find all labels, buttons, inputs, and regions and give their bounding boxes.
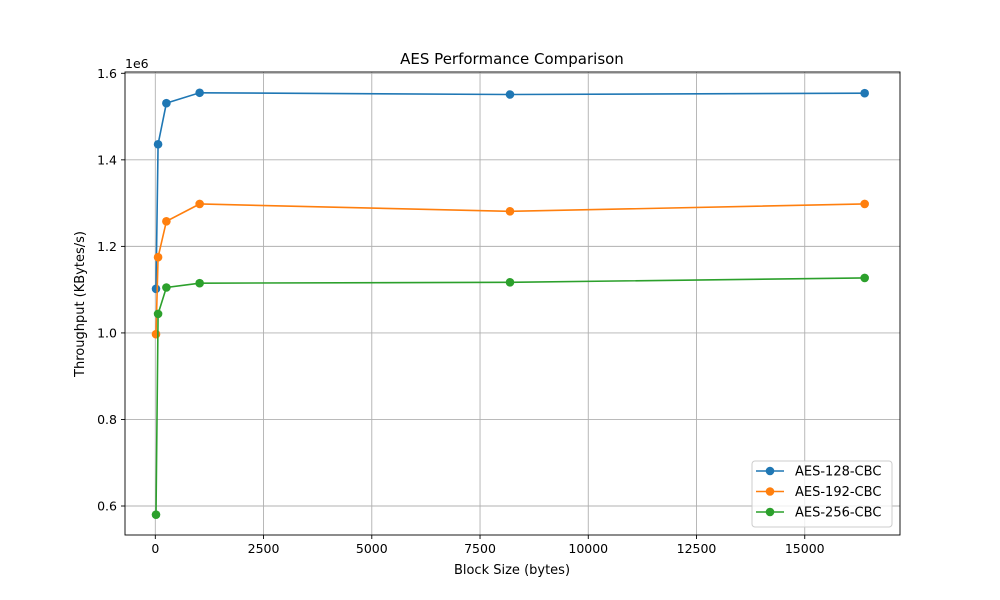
x-tick-label: 12500: [677, 541, 717, 556]
x-tick-label: 0: [151, 541, 159, 556]
legend-item: AES-192-CBC: [756, 485, 881, 500]
data-point: [162, 283, 171, 292]
x-tick-label: 15000: [785, 541, 825, 556]
x-tick-label: 2500: [248, 541, 280, 556]
legend-box: [751, 460, 893, 528]
data-point: [153, 139, 163, 149]
legend-label: AES-256-CBC: [795, 506, 881, 521]
legend-item: AES-256-CBC: [756, 506, 881, 521]
data-point: [505, 277, 515, 287]
series-aes-128-cbc: [151, 88, 869, 294]
data-point: [860, 273, 869, 283]
plot-frame: [124, 71, 901, 536]
legend-item: AES-128-CBC: [756, 465, 881, 480]
data-point: [195, 278, 204, 288]
series-layer: [151, 88, 869, 519]
data-point: [505, 207, 515, 216]
data-point: [162, 216, 171, 226]
axis-ticks: 0 2500 5000 7500 10000 12500 15000 0.6 0.8 1.0 1.2…: [97, 66, 825, 556]
grid: [125, 72, 900, 535]
series-line: [155, 91, 865, 289]
y-tick-label: 1.6: [97, 66, 117, 81]
series-line: [155, 203, 865, 335]
y-axis-offset-text: 1e6: [125, 56, 149, 71]
y-tick-label: 1.4: [97, 152, 117, 167]
legend: AES-128-CBC AES-192-CBC AES-256-CBC: [751, 460, 893, 528]
y-tick-label: 1.0: [97, 325, 117, 340]
x-tick-label: 7500: [464, 541, 496, 556]
x-tick-label: 10000: [568, 541, 608, 556]
data-point: [151, 329, 161, 339]
data-point: [195, 88, 204, 98]
series-aes-256-cbc: [151, 273, 869, 519]
series-aes-192-cbc: [151, 199, 869, 339]
legend-marker: [765, 466, 775, 476]
data-point: [151, 284, 161, 294]
data-point: [162, 98, 171, 108]
data-point: [153, 309, 163, 319]
data-point: [505, 90, 515, 99]
y-tick-label: 0.8: [97, 412, 117, 427]
x-axis-label: Block Size (bytes): [454, 563, 570, 578]
legend-marker: [765, 487, 775, 496]
data-point: [860, 88, 869, 98]
chart-title: AES Performance Comparison: [400, 50, 624, 68]
data-point: [151, 510, 161, 519]
data-point: [860, 199, 869, 209]
y-axis-label: Throughput (KBytes/s): [73, 231, 88, 378]
legend-marker: [765, 507, 775, 517]
legend-label: AES-128-CBC: [795, 465, 881, 480]
data-point: [153, 252, 163, 262]
y-tick-label: 0.6: [97, 499, 117, 514]
legend-label: AES-192-CBC: [795, 485, 881, 500]
series-line: [155, 277, 865, 515]
data-point: [195, 199, 204, 209]
x-tick-label: 5000: [356, 541, 388, 556]
y-tick-label: 1.2: [97, 239, 117, 254]
